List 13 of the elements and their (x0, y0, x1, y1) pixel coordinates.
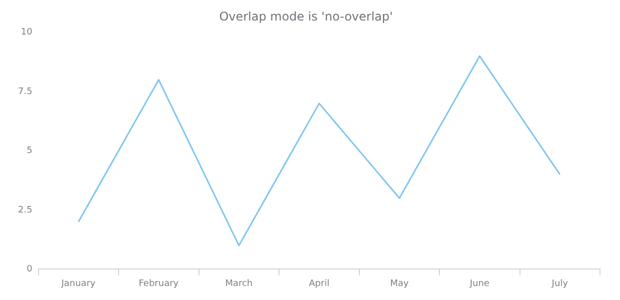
y-tick-label: 10 (20, 28, 33, 38)
x-tick-label: June (468, 278, 490, 289)
chart-title: Overlap mode is 'no-overlap' (219, 9, 393, 24)
y-tick-label: 2.5 (18, 205, 32, 216)
x-tick-label: February (138, 278, 180, 289)
x-tick-label: January (60, 278, 96, 289)
x-tick-label: July (550, 278, 569, 289)
x-tick-label: March (225, 278, 253, 289)
x-tick-label: April (308, 278, 330, 289)
y-tick-label: 7.5 (18, 86, 32, 97)
y-tick-label: 5 (26, 146, 32, 156)
y-tick-label: 0 (26, 264, 33, 275)
x-tick-label: May (390, 278, 410, 289)
